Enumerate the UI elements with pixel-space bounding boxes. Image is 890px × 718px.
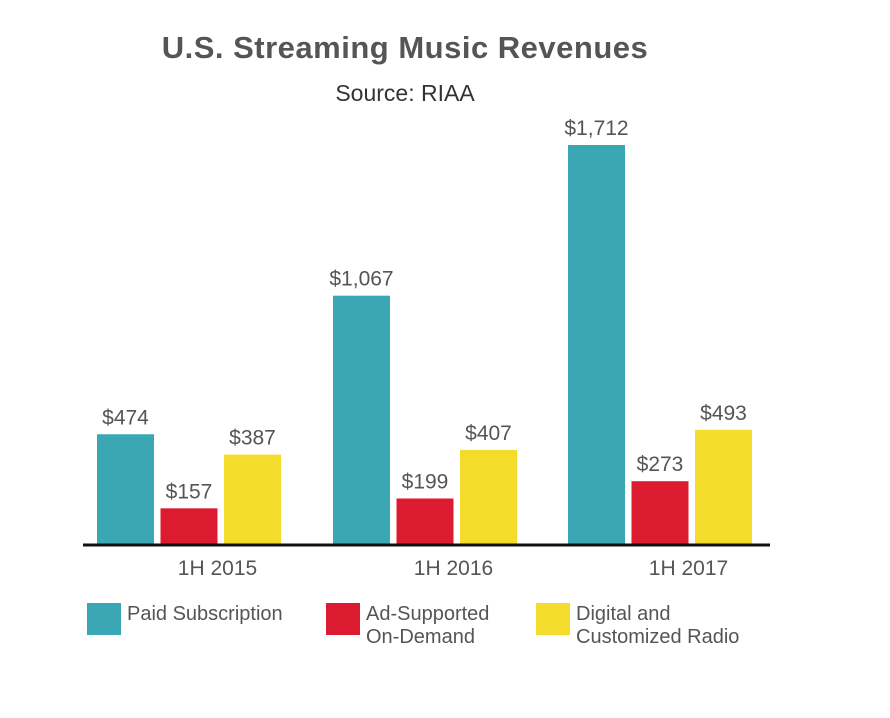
x-tick-label: 1H 2016 xyxy=(414,557,493,580)
data-label: $273 xyxy=(637,453,684,476)
data-label: $1,067 xyxy=(329,268,393,291)
data-label: $1,712 xyxy=(564,117,628,140)
legend-label: Digital and Customized Radio xyxy=(576,603,740,648)
data-label: $493 xyxy=(700,402,747,425)
x-tick-label: 1H 2017 xyxy=(649,557,728,580)
bar xyxy=(224,454,281,545)
data-label: $387 xyxy=(229,427,276,450)
legend-swatch xyxy=(536,603,570,635)
legend-swatch xyxy=(87,603,121,635)
bar xyxy=(333,295,390,545)
legend-item-digital-radio: Digital and Customized Radio xyxy=(536,603,739,649)
legend-label: Paid Subscription xyxy=(127,603,283,625)
legend-item-ad-supported: Ad-Supported On-Demand xyxy=(326,603,489,649)
legend-item-paid-subscription: Paid Subscription xyxy=(87,603,283,635)
bar xyxy=(568,145,625,545)
chart-subtitle: Source: RIAA xyxy=(335,80,475,106)
bar xyxy=(695,429,752,545)
legend-label: Ad-Supported On-Demand xyxy=(366,603,490,648)
legend-swatch xyxy=(326,603,360,635)
bar xyxy=(97,434,154,545)
bar xyxy=(460,449,517,545)
bar xyxy=(396,498,454,545)
x-tick-label: 1H 2015 xyxy=(178,557,257,580)
data-label: $474 xyxy=(102,406,149,429)
bar xyxy=(160,508,218,545)
bar xyxy=(631,481,689,545)
chart-title: U.S. Streaming Music Revenues xyxy=(161,30,649,65)
data-label: $407 xyxy=(465,422,512,445)
data-label: $199 xyxy=(402,471,449,494)
data-label: $157 xyxy=(166,480,213,503)
